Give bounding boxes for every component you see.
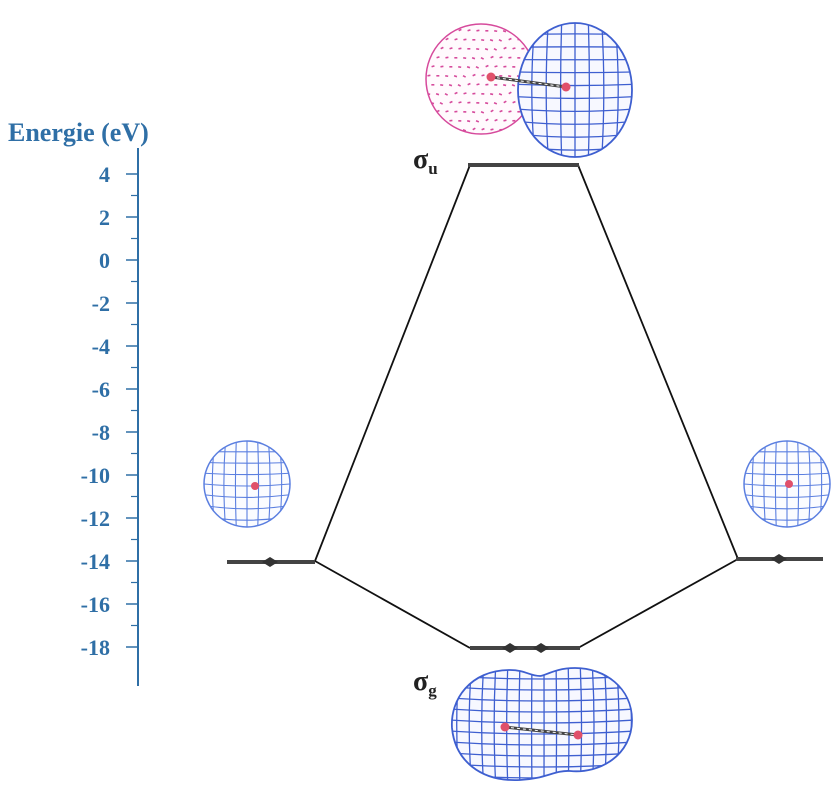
- nucleus-dot: [573, 730, 583, 740]
- axis-tick-labels: 4 2 0 -2 -4 -6 -8 -10 -12 -14 -16 -18: [81, 162, 110, 660]
- line-right-to-sigma-g: [577, 558, 739, 649]
- axis-tick-label: -10: [81, 463, 110, 488]
- axis-tick-label: 2: [99, 205, 110, 230]
- nucleus-dot: [251, 482, 259, 490]
- label-sigma-u: σu: [413, 144, 438, 178]
- electrons: [262, 554, 787, 653]
- axis-tick-label: -18: [81, 635, 110, 660]
- line-left-to-sigma-u: [314, 164, 471, 562]
- axis-title: Energie (eV): [8, 118, 149, 147]
- axis-tick-label: 4: [99, 162, 110, 187]
- nucleus-dot: [500, 722, 510, 732]
- label-sigma-g: σg: [413, 666, 437, 700]
- atomic-orbital-left: [203, 440, 291, 528]
- axis-tick-label: -2: [92, 291, 110, 316]
- line-left-to-sigma-g: [314, 560, 471, 649]
- electron-arrow-icon: [502, 643, 518, 653]
- axis-tick-label: -16: [81, 592, 110, 617]
- bonding-orbital-sigma-g: [451, 667, 633, 781]
- line-right-to-sigma-u: [577, 164, 739, 560]
- nucleus-dot: [486, 72, 496, 82]
- correlation-lines: [314, 164, 739, 649]
- axis-tick-label: -6: [92, 377, 110, 402]
- nucleus-dot: [561, 82, 571, 92]
- axis-tick-label: 0: [99, 248, 110, 273]
- electron-arrow-icon: [262, 557, 278, 567]
- energy-levels: [227, 163, 823, 650]
- energy-axis: 4 2 0 -2 -4 -6 -8 -10 -12 -14 -16 -18: [81, 148, 139, 686]
- electron-arrow-icon: [533, 643, 549, 653]
- nucleus-dot: [785, 480, 793, 488]
- atomic-orbital-right: [743, 440, 831, 528]
- axis-tick-label: -14: [81, 549, 110, 574]
- electron-arrow-icon: [771, 554, 787, 564]
- axis-ticks: [126, 173, 138, 648]
- axis-tick-label: -4: [92, 334, 110, 359]
- axis-tick-label: -12: [81, 506, 110, 531]
- axis-tick-label: -8: [92, 420, 110, 445]
- antibonding-orbital-sigma-u: [425, 22, 633, 158]
